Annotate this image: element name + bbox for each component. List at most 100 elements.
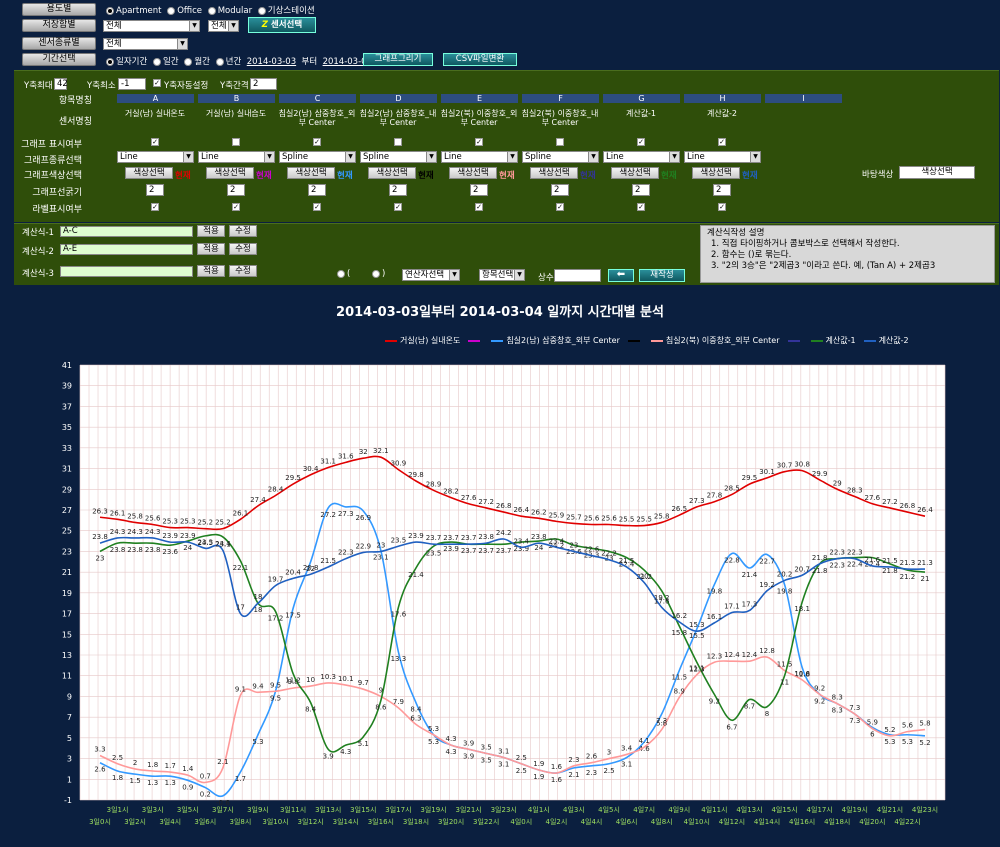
color-select-button[interactable]: 색상선택	[611, 167, 659, 179]
item-select[interactable]: 항목선택 ▼	[479, 269, 525, 281]
show-checkbox[interactable]	[556, 138, 564, 146]
store-select[interactable]: 전체 ▼	[103, 20, 200, 32]
label-checkbox[interactable]: ✓	[556, 203, 564, 211]
draw-graph-button[interactable]: 그래프그리기	[363, 53, 433, 66]
color-select-button[interactable]: 색상선택	[287, 167, 335, 179]
line-width-input[interactable]: 2	[308, 184, 326, 196]
constant-input[interactable]	[554, 269, 601, 282]
line-width-input[interactable]: 2	[713, 184, 731, 196]
label-checkbox[interactable]: ✓	[718, 203, 726, 211]
line-width-input[interactable]: 2	[389, 184, 407, 196]
line-width-input[interactable]: 2	[227, 184, 245, 196]
show-checkbox[interactable]: ✓	[475, 138, 483, 146]
data-label: 28.9	[426, 480, 442, 488]
sensor-type-select[interactable]: 전체 ▼	[103, 38, 188, 50]
legend-label: 침실2(북) 이중창호_외부 Center	[665, 336, 780, 345]
x-tick-label: 4일9시	[668, 805, 690, 814]
x-tick-label: 3일7시	[212, 805, 234, 814]
graph-type-select[interactable]: Line ▼	[441, 151, 518, 163]
data-label: 11.8	[794, 670, 810, 678]
data-label: 11.2	[285, 677, 301, 685]
period-radio-yearly[interactable]	[215, 57, 224, 66]
graph-type-select[interactable]: Line ▼	[198, 151, 275, 163]
ymax-input[interactable]: 42	[54, 78, 68, 90]
period-from-date[interactable]: 2014-03-03	[246, 57, 297, 67]
paren-open-option[interactable]: (	[334, 269, 350, 279]
period-radio-monthly[interactable]	[184, 57, 193, 66]
line-width-input[interactable]: 2	[470, 184, 488, 196]
calc1-apply-button[interactable]: 적용	[197, 225, 225, 237]
yauto-checkbox[interactable]: ✓	[153, 79, 161, 87]
data-label: 19.8	[707, 588, 723, 596]
data-label: 9.4	[252, 682, 264, 690]
usage-radio-weather[interactable]	[257, 6, 266, 15]
label-checkbox[interactable]: ✓	[394, 203, 402, 211]
data-label: 8	[765, 710, 769, 718]
bg-color-button[interactable]: 색상선택	[899, 166, 975, 179]
show-checkbox[interactable]: ✓	[151, 138, 159, 146]
calc1-edit-button[interactable]: 수정	[229, 225, 257, 237]
calc2-edit-button[interactable]: 수정	[229, 243, 257, 255]
show-checkbox[interactable]: ✓	[313, 138, 321, 146]
data-label: 0.9	[182, 783, 193, 791]
data-label: 10.3	[320, 673, 336, 681]
line-width-input[interactable]: 2	[551, 184, 569, 196]
graph-type-select[interactable]: Line ▼	[603, 151, 680, 163]
calc3-edit-button[interactable]: 수정	[229, 265, 257, 277]
show-checkbox[interactable]: ✓	[718, 138, 726, 146]
recalc-button[interactable]: 재작성	[639, 269, 685, 282]
csv-export-button[interactable]: CSV파일변환	[443, 53, 517, 66]
graph-type-select[interactable]: Line ▼	[117, 151, 194, 163]
label-checkbox[interactable]: ✓	[232, 203, 240, 211]
y-tick-label: 39	[62, 382, 72, 391]
calc2-input[interactable]: A-E	[60, 244, 193, 255]
show-checkbox[interactable]: ✓	[637, 138, 645, 146]
color-select-button[interactable]: 색상선택	[368, 167, 416, 179]
label-checkbox[interactable]: ✓	[151, 203, 159, 211]
calc-panel: 계산식-1 A-C 적용 수정 계산식-2 A-E 적용 수정 계산식-3 적용…	[14, 223, 999, 285]
sensor-select-button[interactable]: Z 센서선택	[248, 17, 316, 33]
line-width-input[interactable]: 2	[632, 184, 650, 196]
store-sub-select[interactable]: 전체 ▼	[208, 20, 239, 32]
y-tick-label: 25	[62, 527, 72, 536]
period-to-date[interactable]: 2014-03-04	[322, 57, 372, 67]
usage-radio-modular[interactable]	[207, 6, 216, 15]
color-select-button[interactable]: 색상선택	[692, 167, 740, 179]
graph-type-select[interactable]: Spline ▼	[522, 151, 599, 163]
color-select-button[interactable]: 색상선택	[530, 167, 578, 179]
ymin-input[interactable]: -1	[118, 78, 146, 90]
paren-close-option[interactable]: )	[369, 269, 385, 279]
calc3-apply-button[interactable]: 적용	[197, 265, 225, 277]
legend-item: 계산값-1	[810, 335, 856, 346]
usage-radio-office[interactable]	[167, 6, 176, 15]
legend-label: 거실(남) 실내온도	[400, 336, 461, 345]
color-select-button[interactable]: 색상선택	[125, 167, 173, 179]
data-label: 16.2	[671, 612, 687, 620]
data-label: 22.3	[829, 549, 845, 557]
period-radio-range[interactable]	[106, 57, 114, 66]
calc3-input[interactable]	[60, 266, 193, 277]
color-select-button[interactable]: 색상선택	[206, 167, 254, 179]
line-width-input[interactable]: 2	[146, 184, 164, 196]
period-radio-daily[interactable]	[152, 57, 161, 66]
chevron-down-icon: ▼	[750, 152, 760, 162]
label-checkbox[interactable]: ✓	[475, 203, 483, 211]
graph-type-select[interactable]: Line ▼	[684, 151, 761, 163]
graph-type-select[interactable]: Spline ▼	[360, 151, 437, 163]
left-arrow-icon[interactable]: ⬅	[608, 269, 634, 282]
y-tick-label: 7	[67, 713, 72, 722]
yinterval-input[interactable]: 2	[250, 78, 277, 90]
color-select-button[interactable]: 색상선택	[449, 167, 497, 179]
data-label: 23.6	[162, 548, 178, 556]
label-checkbox[interactable]: ✓	[313, 203, 321, 211]
calc1-input[interactable]: A-C	[60, 226, 193, 237]
usage-radio-apartment[interactable]	[106, 6, 114, 15]
show-checkbox[interactable]	[232, 138, 240, 146]
calc2-apply-button[interactable]: 적용	[197, 243, 225, 255]
graph-type-value: Line	[201, 152, 219, 162]
show-checkbox[interactable]	[394, 138, 402, 146]
operator-select[interactable]: 연산자선택 ▼	[402, 269, 460, 281]
graph-type-select[interactable]: Spline ▼	[279, 151, 356, 163]
column-header: B	[198, 94, 275, 103]
label-checkbox[interactable]: ✓	[637, 203, 645, 211]
